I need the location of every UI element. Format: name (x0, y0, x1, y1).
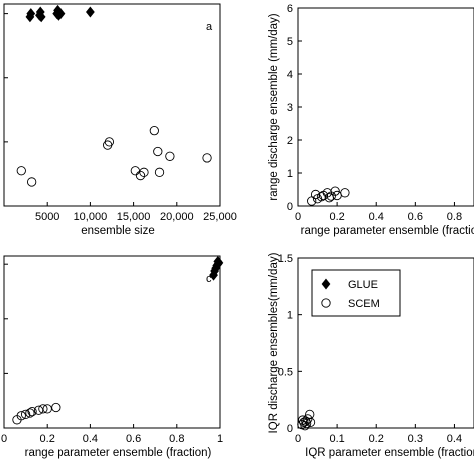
x-tick-label: 0.2 (40, 433, 55, 445)
plot-frame (3, 255, 221, 429)
y-axis-title: range discharge ensemble (mm/day) (268, 13, 280, 200)
x-axis-title: ensemble size (81, 225, 155, 237)
data-point-diamond (56, 8, 66, 20)
data-point-circle (20, 409, 31, 419)
data-point-circle (300, 421, 310, 431)
y-tick-label: 1 (287, 168, 293, 180)
x-tick-label: 0.8 (447, 211, 462, 223)
data-point-circle (340, 188, 350, 198)
data-point-circle (165, 151, 175, 161)
y-tick-label: 4 (287, 69, 293, 81)
plot-frame (297, 7, 474, 207)
data-point-circle (301, 418, 312, 429)
data-point-circle (104, 137, 115, 147)
x-tick-label: 0.1 (329, 433, 344, 445)
legend-label: GLUE (348, 279, 378, 291)
data-point-circle (27, 406, 37, 417)
legend-circle-icon (321, 298, 331, 308)
data-point-circle (103, 140, 113, 150)
x-tick-label: 0.6 (408, 211, 423, 223)
data-point-circle (130, 166, 140, 176)
data-point-circle (38, 404, 48, 414)
data-point-circle (16, 166, 26, 176)
data-point-circle (16, 411, 26, 421)
x-tick-label: 0.6 (126, 433, 141, 445)
panel-label: c (206, 273, 212, 285)
data-point-circle (202, 153, 212, 163)
x-axis-title: range parameter ensemble (fraction) (25, 447, 212, 459)
plot-frame (3, 3, 221, 207)
data-point-circle (26, 177, 37, 187)
x-tick-label: 0 (295, 433, 301, 445)
x-tick-label: 0.4 (83, 433, 98, 445)
x-tick-label: 25,000 (203, 211, 237, 223)
data-point-circle (25, 408, 35, 418)
data-point-circle (153, 146, 163, 157)
panel-label: a (206, 21, 213, 33)
x-tick-label: 0.4 (447, 433, 462, 445)
data-point-circle (305, 417, 316, 427)
x-tick-label: 0.2 (369, 433, 384, 445)
panel-d: 0 0.1 0.2 0.3 0.4 0 0.5 1 1.5 IQR parameter ensem… (268, 252, 474, 459)
data-point-circle (303, 414, 313, 424)
y-tick-label: 0 (287, 201, 293, 213)
y-tick-label: 6 (287, 3, 293, 15)
x-tick-label: 0.8 (169, 433, 184, 445)
data-point-circle (154, 167, 165, 177)
legend-diamond-icon (321, 278, 331, 290)
data-point-circle (135, 170, 146, 181)
y-tick-label: 5 (287, 36, 293, 48)
data-point-circle (324, 193, 334, 203)
x-tick-label: 0 (295, 211, 301, 223)
data-point-circle (149, 126, 159, 136)
y-tick-label: 1 (287, 310, 293, 322)
panel-c: 00.20.40.60.81246range parameter ensembl… (1, 255, 224, 459)
y-tick-label: 2 (287, 135, 293, 147)
y-axis-title: IQR discharge ensembles(mm/day) (268, 252, 280, 433)
x-tick-label: 0.3 (408, 433, 423, 445)
data-point-circle (51, 402, 61, 413)
x-tick-label: 15,000 (117, 211, 151, 223)
data-point-diamond (26, 8, 36, 20)
panel-b: 0 0.2 0.4 0.6 0.8 0 1 2 3 4 5 6 range parameter ense… (268, 3, 474, 237)
x-tick-label: 0.4 (369, 211, 384, 223)
x-tick-label: 10,000 (74, 211, 108, 223)
data-point-diamond (86, 6, 95, 18)
panel-a: 500010,00015,00020,00025,000246ensemble … (3, 3, 237, 237)
legend-box (311, 269, 401, 317)
y-tick-label: 1.5 (278, 253, 293, 265)
x-tick-label: 1 (217, 433, 223, 445)
x-axis-title: range parameter ensemble (fraction) (301, 225, 474, 237)
data-point-circle (330, 186, 340, 196)
data-point-diamond (36, 11, 46, 23)
legend-label: SCEM (348, 298, 380, 310)
plot-frame (297, 257, 474, 429)
x-tick-label: 20,000 (160, 211, 194, 223)
x-tick-label: 0 (1, 433, 7, 445)
y-tick-label: 0 (287, 423, 293, 435)
y-tick-label: 3 (287, 102, 293, 114)
data-point-circle (139, 167, 149, 177)
x-tick-label: 5000 (35, 211, 59, 223)
data-point-diamond (214, 257, 224, 269)
y-tick-label: 0.5 (278, 366, 293, 378)
x-tick-label: 0.2 (329, 211, 344, 223)
data-point-circle (310, 189, 321, 200)
x-axis-title: IQR parameter ensemble (fraction) (305, 447, 474, 459)
